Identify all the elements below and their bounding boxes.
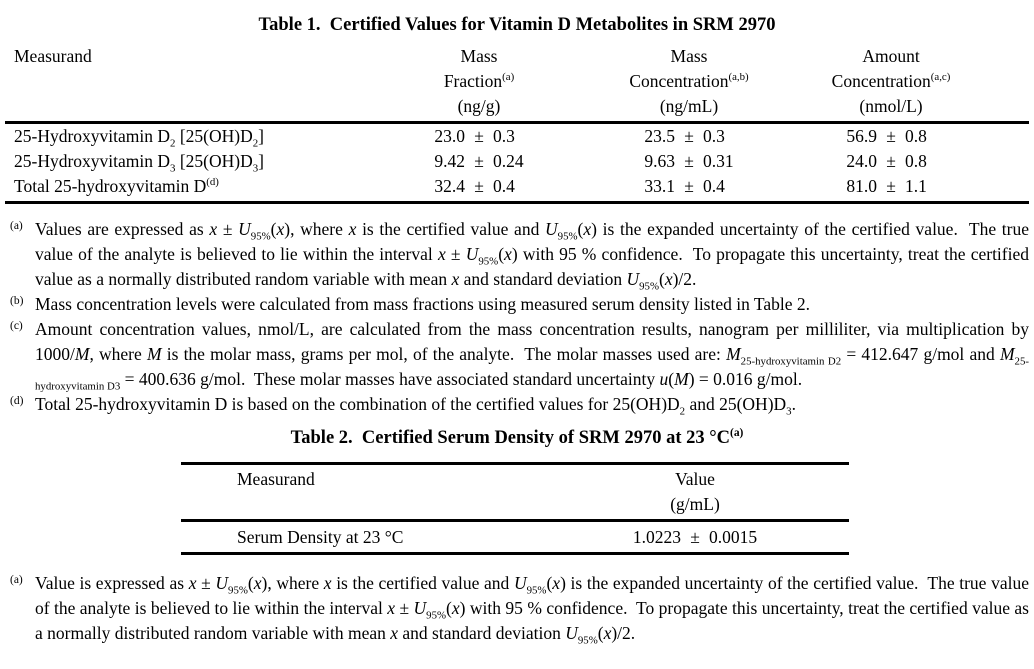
amount-concentration-cell: 56.9 ±0.8 (793, 123, 989, 150)
plus-minus-sign: ± (684, 176, 694, 196)
plus-minus-sign: ± (886, 151, 896, 171)
mass-fraction-cell: 23.0 ±0.3 (373, 123, 585, 150)
footnote-d: (d) Total 25-hydroxyvitamin D is based o… (5, 392, 1029, 417)
footnote-text: Values are expressed as x ± U95%(x), whe… (35, 219, 1030, 293)
value: 24.0 (846, 151, 877, 171)
footnote-marker: (a) (10, 220, 23, 232)
table-row: Serum Density at 23 °C 1.0223 ±0.0015 (181, 520, 849, 555)
table2: Measurand Value (g/mL) Serum Density at 2… (181, 462, 849, 555)
plus-minus-sign: ± (474, 126, 484, 146)
table2-title: Table 2. Certified Serum Density of SRM … (290, 426, 744, 448)
uncertainty: 0.31 (703, 151, 734, 171)
uncertainty: 1.1 (905, 176, 927, 196)
table-row: 25-Hydroxyvitamin D2 [25(OH)D2] 23.0 ±0.3… (5, 123, 1029, 150)
mass-concentration-cell: 23.5 ±0.3 (585, 123, 793, 150)
table2-header-value: Value (g/mL) (541, 463, 849, 522)
spacer-cell (989, 174, 1029, 204)
uncertainty: 0.4 (493, 176, 515, 196)
spacer-cell (989, 123, 1029, 150)
plus-minus-sign: ± (684, 151, 694, 171)
value: 9.42 (434, 151, 465, 171)
uncertainty: 0.24 (493, 151, 524, 171)
spacer-cell (989, 149, 1029, 174)
table-row: Total 25-hydroxyvitamin D(d) 32.4 ±0.4 33… (5, 174, 1029, 204)
table1-header-spacer (989, 44, 1029, 124)
uncertainty: 0.8 (905, 126, 927, 146)
plus-minus-sign: ± (886, 176, 896, 196)
table1-header-amount-concentration: Amount Concentration(a,c) (nmol/L) (793, 44, 989, 124)
value: 56.9 (846, 126, 877, 146)
footnote-marker: (d) (10, 395, 24, 407)
mass-concentration-cell: 33.1 ±0.4 (585, 174, 793, 204)
table1-header-mass-concentration: Mass Concentration(a,b) (ng/mL) (585, 44, 793, 124)
measurand-cell: Serum Density at 23 °C (181, 520, 541, 555)
table-row: 25-Hydroxyvitamin D3 [25(OH)D3] 9.42 ±0.2… (5, 149, 1029, 174)
plus-minus-sign: ± (474, 176, 484, 196)
table2-header-measurand: Measurand (181, 463, 541, 522)
amount-concentration-cell: 24.0 ±0.8 (793, 149, 989, 174)
footnote-text: Mass concentration levels were calculate… (35, 294, 811, 314)
footnote-marker: (a) (10, 574, 23, 586)
footnote-a: (a) Value is expressed as x ± U95%(x), w… (5, 571, 1029, 646)
table1-footnotes: (a) Values are expressed as x ± U95%(x),… (5, 217, 1029, 417)
table2-header-row: Measurand Value (g/mL) (181, 463, 849, 522)
mass-concentration-cell: 9.63 ±0.31 (585, 149, 793, 174)
footnote-marker: (c) (10, 320, 23, 332)
plus-minus-sign: ± (690, 527, 700, 547)
uncertainty: 0.0015 (709, 527, 758, 547)
uncertainty: 0.3 (703, 126, 725, 146)
mass-fraction-cell: 9.42 ±0.24 (373, 149, 585, 174)
plus-minus-sign: ± (474, 151, 484, 171)
footnote-text: Amount concentration values, nmol/L, are… (35, 319, 1029, 393)
amount-concentration-cell: 81.0 ±1.1 (793, 174, 989, 204)
value: 23.0 (434, 126, 465, 146)
measurand-cell: Total 25-hydroxyvitamin D(d) (5, 174, 373, 204)
value: 32.4 (434, 176, 465, 196)
uncertainty: 0.8 (905, 151, 927, 171)
footnote-a: (a) Values are expressed as x ± U95%(x),… (5, 217, 1029, 292)
value: 9.63 (644, 151, 675, 171)
value: 33.1 (644, 176, 675, 196)
plus-minus-sign: ± (886, 126, 896, 146)
footnote-b: (b) Mass concentration levels were calcu… (5, 292, 1029, 317)
table1-header-row: Measurand Mass Fraction(a) (ng/g) Mass Conc… (5, 44, 1029, 124)
table1-header-mass-fraction: Mass Fraction(a) (ng/g) (373, 44, 585, 124)
value: 23.5 (644, 126, 675, 146)
mass-fraction-cell: 32.4 ±0.4 (373, 174, 585, 204)
footnote-text: Total 25-hydroxyvitamin D is based on th… (35, 394, 796, 418)
table1-header-measurand: Measurand (5, 44, 373, 124)
footnote-c: (c) Amount concentration values, nmol/L,… (5, 317, 1029, 392)
uncertainty: 0.3 (493, 126, 515, 146)
value: 81.0 (846, 176, 877, 196)
value: 1.0223 (632, 527, 681, 547)
table1-title: Table 1. Certified Values for Vitamin D … (258, 15, 776, 35)
table1: Measurand Mass Fraction(a) (ng/g) Mass Conc… (5, 44, 1029, 204)
table2-footnotes: (a) Value is expressed as x ± U95%(x), w… (5, 571, 1029, 646)
uncertainty: 0.4 (703, 176, 725, 196)
plus-minus-sign: ± (684, 126, 694, 146)
value-cell: 1.0223 ±0.0015 (541, 520, 849, 555)
measurand-cell: 25-Hydroxyvitamin D3 [25(OH)D3] (14, 151, 264, 175)
footnote-text: Value is expressed as x ± U95%(x), where… (35, 573, 1029, 647)
measurand-cell: 25-Hydroxyvitamin D2 [25(OH)D2] (14, 126, 264, 150)
footnote-marker: (b) (10, 295, 24, 307)
